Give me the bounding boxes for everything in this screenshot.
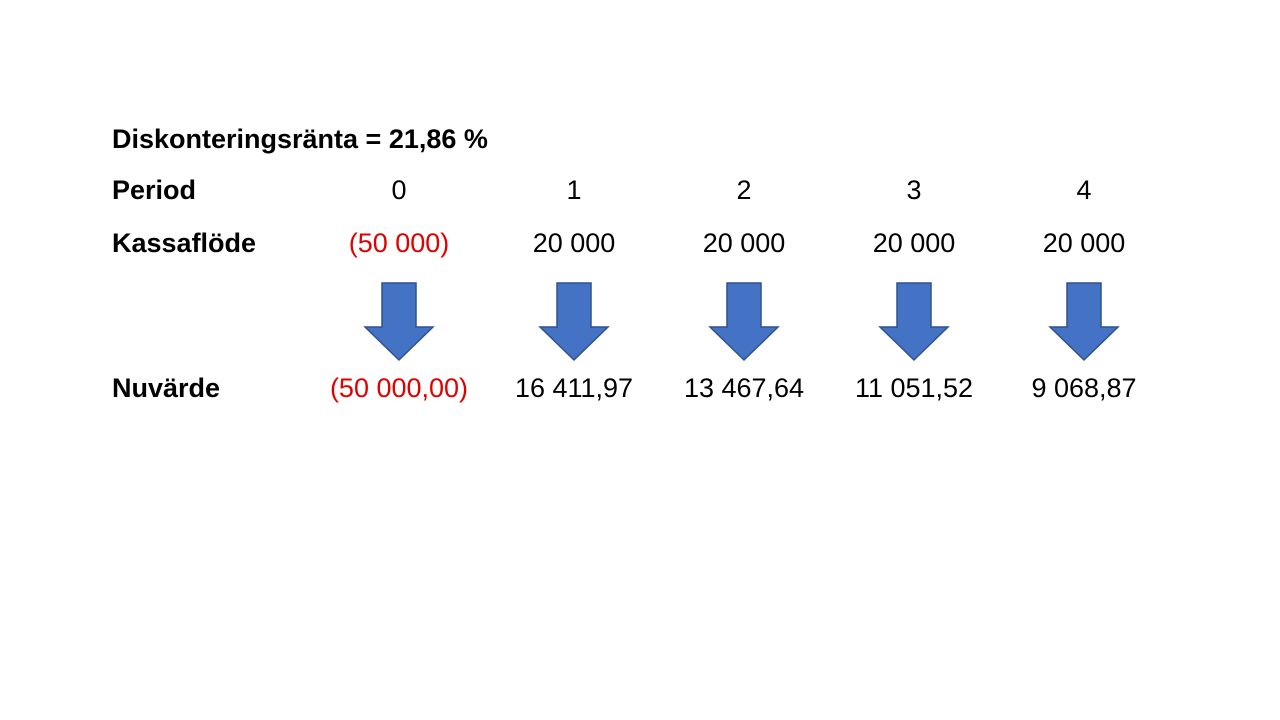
down-arrow [878, 282, 950, 362]
period: 4 [1076, 175, 1092, 205]
cash-flow: 20 000 [532, 228, 616, 258]
present-value: 11 051,52 [854, 373, 974, 403]
period: 2 [736, 175, 752, 205]
down-arrow [708, 282, 780, 362]
present-value: 9 068,87 [1031, 373, 1137, 403]
down-arrow [538, 282, 610, 362]
present-value: 13 467,64 [683, 373, 805, 403]
period: 0 [391, 175, 407, 205]
cash-flow: 20 000 [702, 228, 786, 258]
down-arrow [363, 282, 435, 362]
row-label: Period [112, 175, 197, 205]
present-value: 16 411,97 [514, 373, 634, 403]
down-arrow [1048, 282, 1120, 362]
period: 1 [566, 175, 582, 205]
present-value: (50 000,00) [329, 373, 469, 403]
row-label: Kassaflöde [112, 228, 257, 258]
cash-flow: 20 000 [872, 228, 956, 258]
row-label: Nuvärde [112, 373, 221, 403]
cash-flow: 20 000 [1042, 228, 1126, 258]
cash-flow: (50 000) [348, 228, 450, 258]
title: Diskonteringsränta = 21,86 % [112, 124, 488, 154]
period: 3 [906, 175, 922, 205]
